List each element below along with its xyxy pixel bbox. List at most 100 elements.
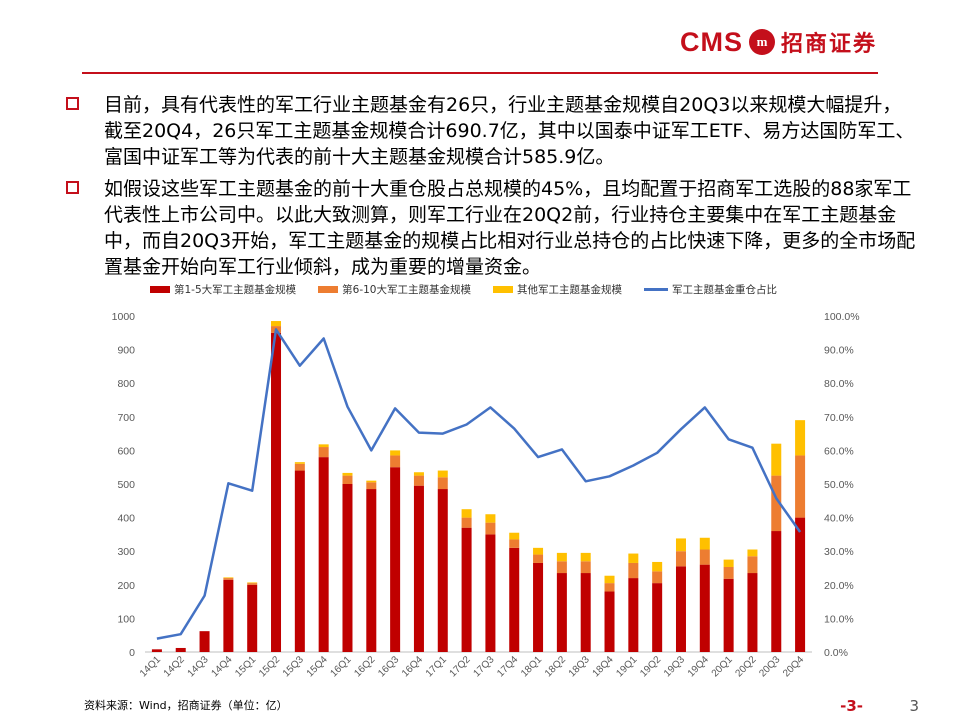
bar-segment-1: [795, 517, 806, 652]
bullet-item: 如假设这些军工主题基金的前十大重仓股占总规模的45%，且均配置于招商军工选股的8…: [58, 176, 918, 280]
bar-segment-1: [461, 527, 472, 652]
y2-tick-label: 40.0%: [824, 513, 854, 525]
bar-segment-2: [699, 549, 710, 565]
bar-segment-3: [509, 532, 520, 540]
y-tick-label: 700: [117, 412, 135, 424]
bar-segment-1: [747, 573, 758, 652]
bar-segment-2: [485, 522, 496, 535]
bar-segment-3: [533, 547, 544, 555]
bar-segment-1: [390, 467, 401, 652]
source-note: 资料来源：Wind，招商证券（单位：亿）: [84, 699, 288, 712]
bar-segment-1: [318, 457, 329, 652]
bar-segment-3: [247, 582, 258, 584]
bar-segment-1: [556, 573, 567, 652]
x-tick-label: 15Q2: [257, 654, 282, 679]
bar-segment-2: [223, 578, 234, 580]
legend-item: 第1-5大军工主题基金规模: [150, 282, 296, 297]
bar-segment-2: [556, 561, 567, 574]
x-tick-label: 17Q1: [424, 654, 449, 679]
bar-segment-1: [366, 489, 377, 652]
bar-segment-1: [294, 470, 305, 652]
bar-segment-2: [795, 455, 806, 518]
x-tick-label: 18Q4: [591, 654, 616, 679]
bar-segment-1: [151, 649, 162, 652]
x-tick-label: 14Q3: [186, 654, 211, 679]
share-line: [156, 328, 802, 640]
y-tick-label: 0: [129, 647, 135, 659]
y-tick-label: 600: [117, 445, 135, 457]
logo: CMS m 招商证券: [680, 26, 877, 58]
bar-segment-1: [437, 489, 448, 652]
bar-segment-1: [604, 591, 615, 652]
page-label: -3-: [840, 697, 863, 715]
legend-swatch: [318, 286, 339, 293]
x-tick-label: 17Q2: [448, 654, 473, 679]
bar-segment-1: [223, 579, 234, 652]
bar-segment-2: [580, 561, 591, 574]
bar-segment-2: [652, 571, 663, 584]
x-tick-label: 14Q1: [138, 654, 163, 679]
y-tick-label: 800: [117, 378, 135, 390]
y2-tick-label: 0.0%: [824, 647, 848, 659]
bar-segment-1: [509, 547, 520, 652]
x-tick-label: 16Q4: [400, 654, 425, 679]
bar-segment-3: [342, 472, 353, 476]
x-tick-label: 15Q1: [233, 654, 258, 679]
x-tick-label: 14Q2: [162, 654, 187, 679]
x-tick-label: 17Q4: [495, 654, 520, 679]
x-tick-label: 20Q2: [733, 654, 758, 679]
x-tick-label: 16Q2: [352, 654, 377, 679]
y-tick-label: 400: [117, 513, 135, 525]
y2-tick-label: 90.0%: [824, 345, 854, 357]
bar-segment-1: [580, 573, 591, 652]
logo-company-name: 招商证券: [780, 32, 877, 57]
bar-segment-1: [485, 534, 496, 652]
bar-segment-3: [485, 514, 496, 523]
y-tick-label: 200: [117, 580, 135, 592]
bar-segment-2: [461, 517, 472, 528]
legend-swatch: [150, 286, 170, 293]
chart-legend: 第1-5大军工主题基金规模 第6-10大军工主题基金规模 其他军工主题基金规模 …: [150, 282, 777, 297]
bullet-item: 目前，具有代表性的军工行业主题基金有26只，行业主题基金规模自20Q3以来规模大…: [58, 92, 918, 170]
x-tick-label: 18Q2: [543, 654, 568, 679]
y2-tick-label: 60.0%: [824, 445, 854, 457]
bullet-square-icon: [66, 97, 79, 110]
bar-segment-3: [390, 450, 401, 456]
bar-segment-1: [342, 484, 353, 652]
bar-segment-3: [271, 321, 282, 327]
x-tick-label: 20Q3: [757, 654, 782, 679]
y2-tick-label: 10.0%: [824, 613, 854, 625]
bar-segment-1: [175, 647, 186, 652]
x-tick-label: 18Q1: [519, 654, 544, 679]
bar-segment-2: [771, 475, 782, 532]
y2-tick-label: 30.0%: [824, 546, 854, 558]
bar-segment-3: [795, 420, 806, 456]
bar-segment-2: [413, 475, 424, 486]
bar-segment-1: [723, 578, 734, 652]
bar-segment-3: [604, 575, 615, 584]
y-tick-label: 300: [117, 546, 135, 558]
legend-label: 其他军工主题基金规模: [517, 284, 622, 296]
bar-segment-3: [747, 549, 758, 557]
bar-segment-2: [533, 554, 544, 563]
bullet-text: 目前，具有代表性的军工行业主题基金有26只，行业主题基金规模自20Q3以来规模大…: [104, 94, 915, 168]
bar-segment-2: [247, 583, 258, 585]
y2-tick-label: 50.0%: [824, 479, 854, 491]
y2-tick-label: 20.0%: [824, 580, 854, 592]
y2-tick-label: 100.0%: [824, 311, 860, 323]
bar-segment-2: [318, 447, 329, 458]
bar-segment-1: [199, 631, 210, 652]
logo-cms-text: CMS: [679, 26, 743, 57]
x-tick-label: 17Q3: [471, 654, 496, 679]
y2-tick-label: 70.0%: [824, 412, 854, 424]
bar-segment-2: [604, 583, 615, 592]
bar-segment-2: [366, 482, 377, 490]
bar-segment-3: [223, 577, 234, 579]
bar-segment-3: [294, 462, 305, 464]
bar-segment-3: [652, 561, 663, 572]
bullet-square-icon: [66, 181, 79, 194]
bullet-list: 目前，具有代表性的军工行业主题基金有26只，行业主题基金规模自20Q3以来规模大…: [58, 92, 918, 286]
bar-segment-1: [271, 332, 282, 652]
x-tick-label: 15Q4: [305, 654, 330, 679]
bar-segment-2: [390, 455, 401, 468]
